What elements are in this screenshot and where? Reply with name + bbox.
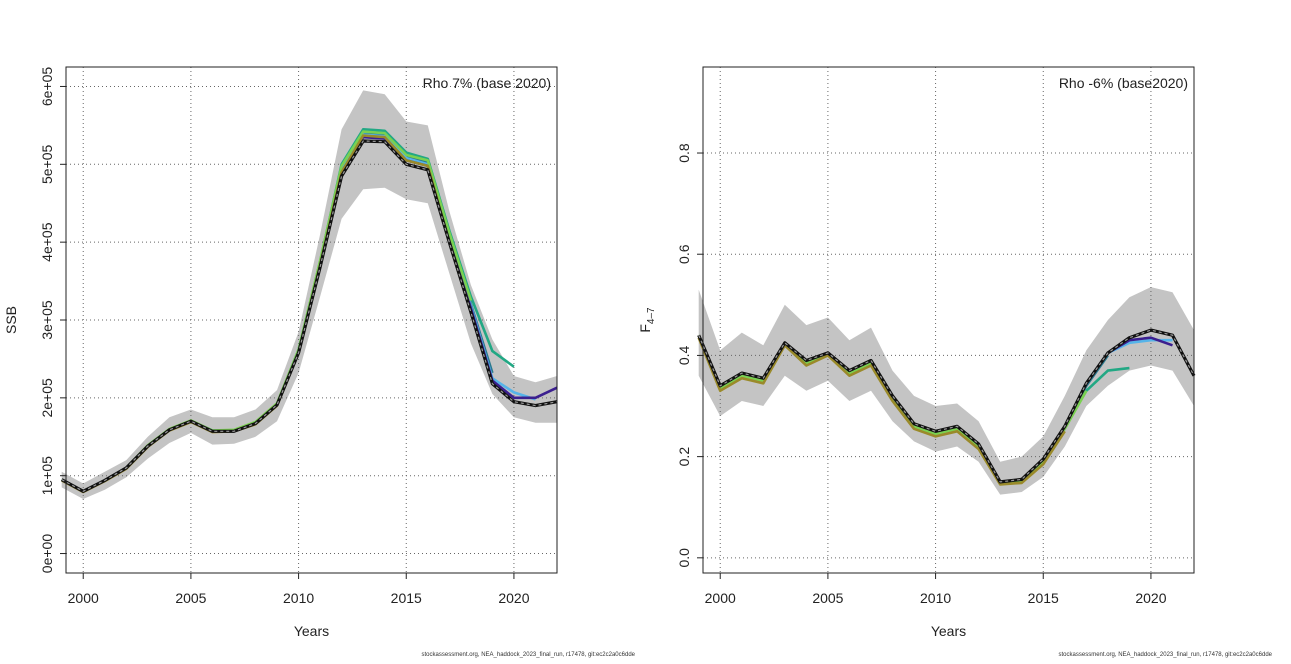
y-tick-label: 0.6 <box>676 244 692 264</box>
x-tick-label: 2005 <box>812 590 843 606</box>
y-axis-title-main: SSB <box>3 306 19 334</box>
y-tick-label: 4e+05 <box>39 222 55 262</box>
y-tick-label: 2e+05 <box>39 378 55 418</box>
ssb-panel: 2000 2005 2010 2015 2020 0e+00 1e+05 2e+05 3e+05… <box>3 66 636 658</box>
series-line-5 <box>697 337 1066 486</box>
y-axis-title-main: F <box>637 324 653 333</box>
series-line-base-dash <box>698 329 1195 483</box>
f-panel: 2000 2005 2010 2015 2020 0.0 0.2 0.4 0.6 0.8 Years… <box>637 66 1273 658</box>
x-axis-title: Years <box>931 623 966 639</box>
x-tick-label: 2000 <box>705 590 736 606</box>
x-tick-label: 2005 <box>175 590 206 606</box>
x-tick-label: 2010 <box>920 590 951 606</box>
confidence-band <box>61 90 557 500</box>
x-tick-label: 2020 <box>498 590 529 606</box>
y-axis-title: SSB <box>3 306 19 334</box>
confidence-band <box>698 287 1194 495</box>
y-tick-label: 5e+05 <box>39 144 55 184</box>
y-tick-label: 0.0 <box>676 548 692 568</box>
y-tick-label: 3e+05 <box>39 300 55 340</box>
retro-rho-label: Rho -6% (base2020) <box>1059 75 1188 91</box>
x-tick-label: 2010 <box>283 590 314 606</box>
x-tick-label: 2015 <box>1028 590 1059 606</box>
series-line-base <box>60 139 558 493</box>
retro-rho-label: Rho 7% (base 2020) <box>423 75 551 91</box>
x-tick-label: 2000 <box>68 590 99 606</box>
y-tick-label: 0.8 <box>676 143 692 163</box>
x-tick-label: 2020 <box>1135 590 1166 606</box>
y-axis-title-subscript: 4–7 <box>646 307 657 324</box>
y-tick-label: 0.4 <box>676 345 692 365</box>
y-axis-title: F4–7 <box>637 307 657 333</box>
footer-credit: stockassessment.org, NEA_haddock_2023_fi… <box>422 652 636 658</box>
footer-credit: stockassessment.org, NEA_haddock_2023_fi… <box>1059 652 1273 658</box>
plot-frame <box>702 66 1195 574</box>
y-tick-label: 0e+00 <box>39 534 55 574</box>
y-tick-label: 6e+05 <box>39 67 55 107</box>
series-line-0 <box>61 128 515 493</box>
y-tick-label: 0.2 <box>676 447 692 467</box>
x-axis-title: Years <box>294 623 329 639</box>
y-tick-label: 1e+05 <box>39 456 55 496</box>
x-tick-label: 2015 <box>391 590 422 606</box>
